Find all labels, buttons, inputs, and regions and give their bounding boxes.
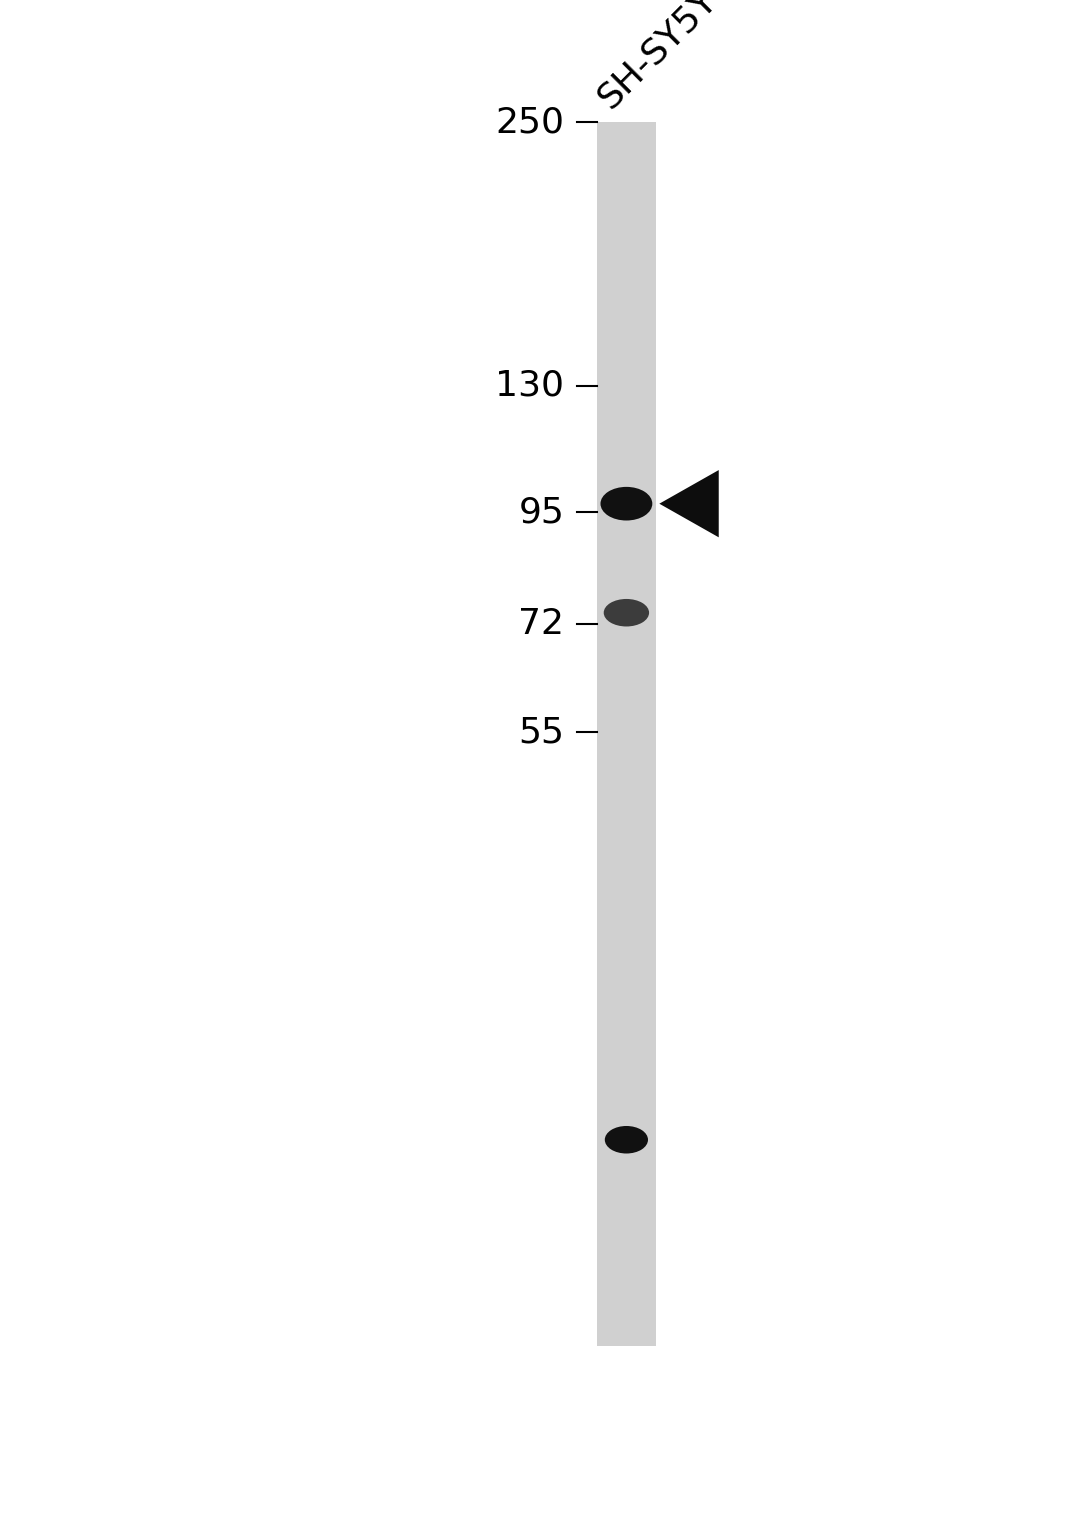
Ellipse shape [600, 486, 652, 520]
Text: 130: 130 [496, 368, 564, 402]
Text: SH-SY5Y: SH-SY5Y [592, 0, 724, 115]
Bar [597, 122, 657, 1346]
Ellipse shape [604, 599, 649, 627]
Text: 55: 55 [518, 716, 564, 749]
Text: 72: 72 [518, 607, 564, 641]
Text: 95: 95 [518, 495, 564, 529]
Text: 250: 250 [496, 106, 564, 139]
Polygon shape [659, 469, 719, 537]
Ellipse shape [605, 1125, 648, 1153]
